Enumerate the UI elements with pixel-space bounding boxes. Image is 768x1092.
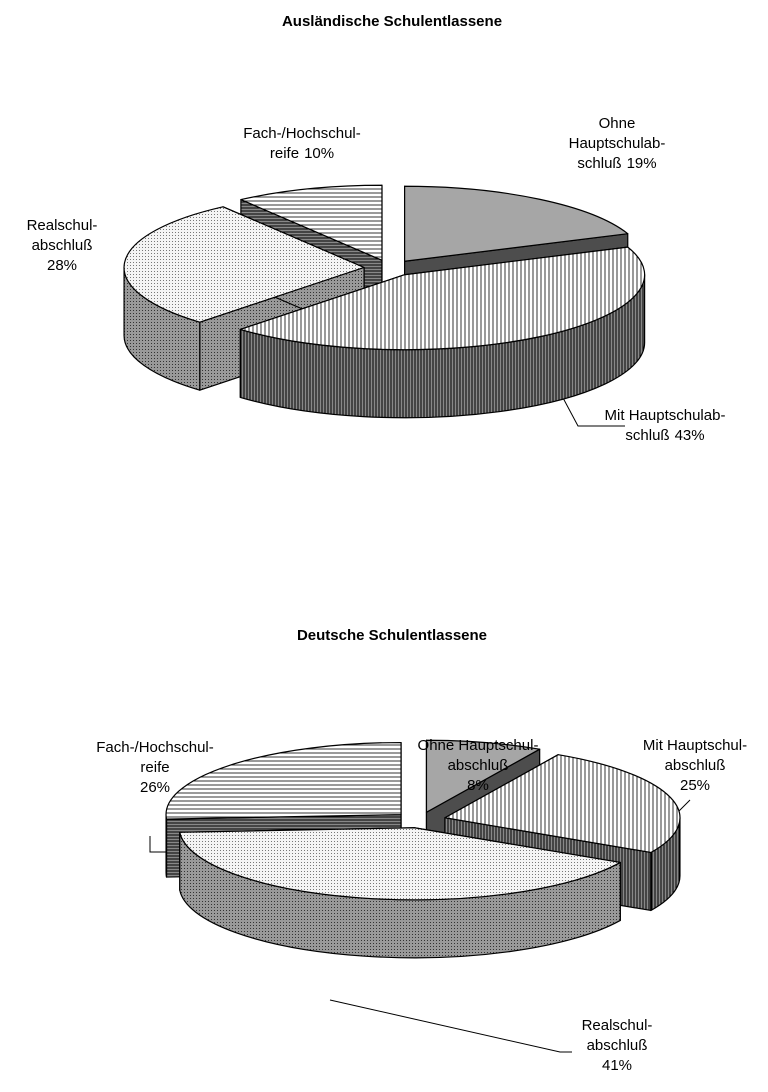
category-label: Ohne Hauptschulab-schluß: [569, 115, 666, 172]
label-line: reife: [270, 145, 299, 162]
value-label: 25%: [680, 777, 710, 794]
value-label: 8%: [467, 777, 489, 794]
value-label: 41%: [602, 1057, 632, 1074]
leader-line: [561, 395, 625, 427]
label-line: Realschul-: [27, 217, 98, 234]
value-label: 26%: [140, 779, 170, 796]
category-label: Realschul-abschluß: [582, 1017, 653, 1054]
slice: [123, 206, 365, 323]
label-line: Hauptschulab-: [569, 135, 666, 152]
category-label: Mit Hauptschulab-schluß: [605, 407, 726, 444]
data-label: Realschul-abschluß 41%: [582, 1017, 653, 1074]
slice: [239, 246, 646, 351]
category-label: Realschul-abschluß: [27, 217, 98, 254]
category-label: Mit Hauptschul-abschluß: [643, 737, 747, 774]
data-label: Ohne Hauptschul-abschluß 8%: [418, 737, 539, 794]
label-line: reife: [140, 759, 169, 776]
slice: [404, 185, 629, 262]
value-label: 19%: [627, 155, 657, 172]
slice: [165, 741, 402, 820]
chart-title: Deutsche Schulentlassene: [297, 627, 487, 644]
label-line: Realschul-: [582, 1017, 653, 1034]
slice: [240, 184, 383, 261]
label-line: abschluß: [32, 237, 93, 254]
label-line: Mit Hauptschul-: [643, 737, 747, 754]
value-label: 10%: [304, 145, 334, 162]
slice: [425, 739, 541, 813]
data-label: Fach-/Hochschul-reife 26%: [96, 739, 214, 796]
category-label: Fach-/Hochschul-reife: [96, 739, 214, 776]
label-line: abschluß: [665, 757, 726, 774]
value-label: 43%: [675, 427, 705, 444]
data-label: Mit Hauptschul-abschluß 25%: [643, 737, 747, 794]
label-line: Fach-/Hochschul-: [96, 739, 214, 756]
label-line: schluß: [625, 427, 669, 444]
label-line: Fach-/Hochschul-: [243, 125, 361, 142]
data-label: Ohne Hauptschulab-schluß 19%: [569, 115, 666, 172]
chart-title: Ausländische Schulentlassene: [282, 13, 502, 30]
label-line: abschluß: [587, 1037, 648, 1054]
category-label: Fach-/Hochschul-reife: [243, 125, 361, 162]
leader-line: [329, 999, 572, 1053]
label-line: Ohne: [599, 115, 636, 132]
label-line: Ohne Hauptschul-: [418, 737, 539, 754]
data-label: Mit Hauptschulab-schluß 43%: [605, 407, 726, 444]
label-line: Mit Hauptschulab-: [605, 407, 726, 424]
value-label: 28%: [47, 257, 77, 274]
category-label: Ohne Hauptschul-abschluß: [418, 737, 539, 774]
slice: [444, 754, 681, 854]
label-line: abschluß: [448, 757, 509, 774]
label-line: schluß: [577, 155, 621, 172]
data-label: Realschul-abschluß 28%: [27, 217, 98, 274]
data-label: Fach-/Hochschul-reife 10%: [243, 125, 361, 162]
slice: [179, 827, 621, 901]
